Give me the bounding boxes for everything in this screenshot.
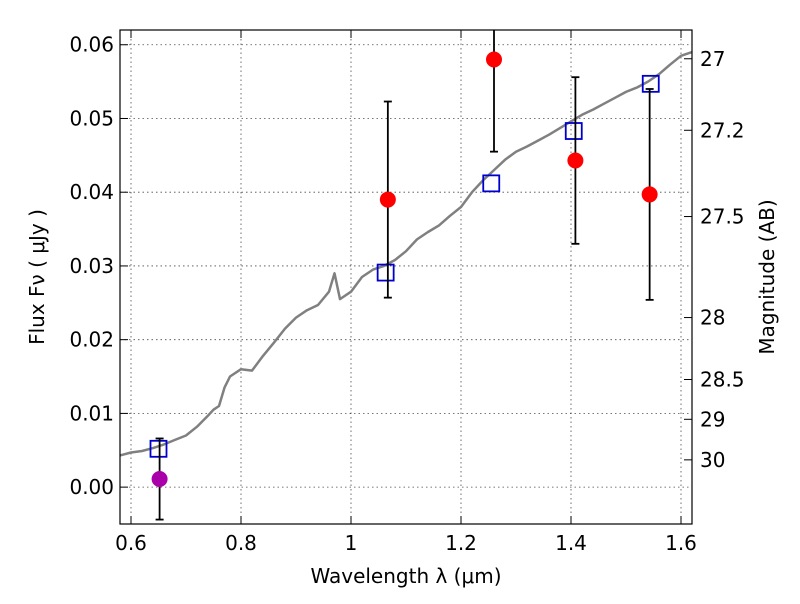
right-tick-label: 28.5: [700, 367, 745, 391]
y-tick-label: 0.03: [69, 254, 114, 278]
model-square-marker: [641, 74, 660, 93]
y-tick-label: 0.02: [69, 328, 114, 352]
right-tick-label: 28: [700, 306, 725, 330]
right-tick-label: 27.2: [700, 118, 745, 142]
x-tick-label: 1.6: [665, 531, 697, 555]
right-tick-label: 27: [700, 47, 725, 71]
y-tick-label: 0.06: [69, 33, 114, 57]
x-tick-label: 1: [345, 531, 358, 555]
observed-point: [641, 186, 658, 203]
y-tick-label: 0.05: [69, 106, 114, 130]
x-axis-label: Wavelength λ (μm): [310, 564, 501, 588]
right-tick-label: 30: [700, 448, 725, 472]
observed-point: [486, 51, 502, 68]
x-tick-label: 1.2: [445, 531, 477, 555]
model-spectrum-line: [119, 50, 693, 457]
x-tick-label: 1.4: [555, 531, 587, 555]
model-square-marker: [149, 439, 168, 458]
right-axis-label: Magnitude (AB): [755, 199, 779, 354]
plot-frame: [119, 29, 693, 525]
y-tick-label: 0.04: [69, 180, 114, 204]
observed-point: [567, 152, 584, 169]
x-tick-label: 0.6: [115, 531, 147, 555]
observed-point: [379, 191, 396, 208]
y-tick-label: 0.01: [69, 401, 114, 425]
right-tick-label: 27.5: [700, 205, 745, 229]
axis-ticks: 0.6 0.8 1 1.2 1.4 1.6 0.00 0.01 0.02 0.03 0.04 0.05…: [69, 30, 745, 555]
grid-lines: [120, 30, 692, 524]
model-square-marker: [376, 263, 395, 282]
model-square-marker: [564, 122, 583, 140]
y-axis-label: Flux Fν ( μJy ): [25, 209, 49, 345]
model-square-marker: [482, 174, 501, 193]
data-markers: [149, 30, 660, 521]
x-tick-label: 0.8: [225, 531, 257, 555]
y-tick-label: 0.00: [69, 475, 114, 499]
spectrum-layer: [119, 50, 693, 457]
right-tick-label: 29: [700, 407, 725, 431]
observed-point: [151, 471, 168, 488]
